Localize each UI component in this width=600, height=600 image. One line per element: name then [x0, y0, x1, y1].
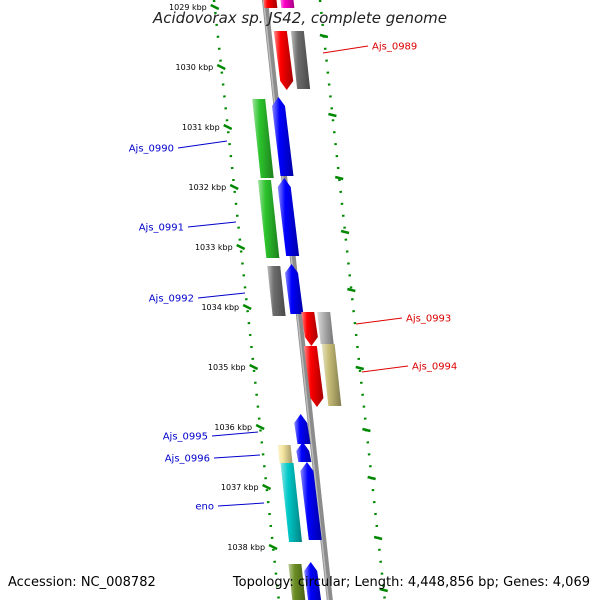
- left-dotted-guide: [212, 0, 281, 600]
- tick-label: 1036 kbp: [214, 423, 252, 432]
- tick-label: 1030 kbp: [176, 63, 214, 72]
- tick-mark-right: [319, 33, 329, 39]
- accession-text: Accession: NC_008782: [8, 575, 156, 590]
- gene-eno-cyan: [280, 463, 303, 542]
- gene-label: Ajs_0993: [406, 314, 451, 325]
- gene-label-leader: [361, 365, 409, 373]
- gene-bottom-blue: [304, 562, 322, 600]
- tick-label: 1032 kbp: [188, 183, 226, 192]
- gene-label: Ajs_0994: [412, 362, 457, 373]
- tick-mark-right: [328, 112, 337, 118]
- tick-mark: [229, 183, 239, 191]
- tick-label: 1035 kbp: [208, 363, 246, 372]
- gene-ajs-0993-gray: [317, 312, 334, 344]
- gene-ajs-0996-yellow: [277, 445, 293, 463]
- tick-label: 1033 kbp: [195, 243, 233, 252]
- tick-label: 1034 kbp: [201, 303, 239, 312]
- gene-label-leader: [217, 502, 265, 507]
- gene-bottom-olive: [288, 564, 306, 600]
- gene-ajs-0992-blue: [285, 264, 304, 314]
- tick-mark: [262, 483, 272, 491]
- gene-label-leader: [211, 431, 259, 437]
- gene-ajs-0990-blue: [271, 97, 294, 176]
- gene-label: Ajs_0992: [149, 294, 194, 305]
- tick-mark-right: [362, 427, 371, 433]
- tick-mark-right: [334, 175, 344, 181]
- tick-mark-right: [340, 229, 350, 235]
- gene-label: Ajs_0989: [372, 42, 417, 53]
- gene-label-leader: [322, 45, 369, 54]
- gene-label-leader: [197, 292, 246, 299]
- tick-label: 1031 kbp: [182, 123, 220, 132]
- genome-title: Acidovorax sp. JS42, complete genome: [153, 9, 447, 27]
- gene-ajs-0989-gray: [290, 31, 311, 89]
- gene-label-leader: [355, 317, 403, 325]
- gene-ajs-0996-blue: [296, 442, 312, 462]
- tick-mark: [249, 363, 259, 371]
- tick-mark-right: [367, 475, 376, 481]
- tick-mark: [216, 63, 226, 71]
- tick-mark-right: [373, 535, 383, 541]
- gene-ajs-0991-blue: [277, 178, 300, 256]
- tick-mark: [242, 303, 252, 311]
- gene-ajs-0991-green: [257, 180, 280, 258]
- gene-label-leader: [213, 454, 261, 459]
- tick-label: 1038 kbp: [227, 543, 265, 552]
- gene-ajs-0993-red: [301, 312, 318, 346]
- gene-label: Ajs_0991: [139, 223, 184, 234]
- gene-ajs-0994-red: [303, 346, 324, 407]
- gene-top-magenta: [280, 0, 295, 8]
- topology-text: Topology: circular; Length: 4,448,856 bp…: [232, 575, 590, 590]
- tick-label: 1029 kbp: [169, 3, 207, 12]
- gene-ajs-0990-green: [252, 99, 274, 178]
- right-dotted-guide: [318, 0, 387, 600]
- tick-mark-right: [355, 365, 365, 371]
- tick-mark: [223, 123, 233, 131]
- tick-mark: [210, 3, 220, 11]
- gene-label: Ajs_0995: [163, 432, 208, 443]
- gene-label: Ajs_0996: [165, 454, 210, 465]
- tick-mark: [255, 423, 265, 431]
- gene-label: eno: [195, 502, 214, 513]
- gene-label-leader: [187, 221, 237, 228]
- gene-label: Ajs_0990: [129, 144, 174, 155]
- tick-mark: [236, 243, 246, 251]
- tick-label: 1037 kbp: [221, 483, 259, 492]
- tick-mark: [268, 543, 278, 551]
- gene-ajs-0995-blue: [294, 414, 311, 444]
- gene-label-leader: [177, 140, 228, 149]
- gene-ajs-0994-khaki: [321, 344, 342, 406]
- tick-mark-right: [379, 587, 389, 593]
- gene-ajs-0992-gray: [267, 266, 286, 316]
- gene-ajs-0989-red: [273, 31, 294, 90]
- gene-eno-blue: [300, 462, 322, 540]
- gene-top-red: [263, 0, 278, 8]
- tick-mark-right: [347, 287, 356, 293]
